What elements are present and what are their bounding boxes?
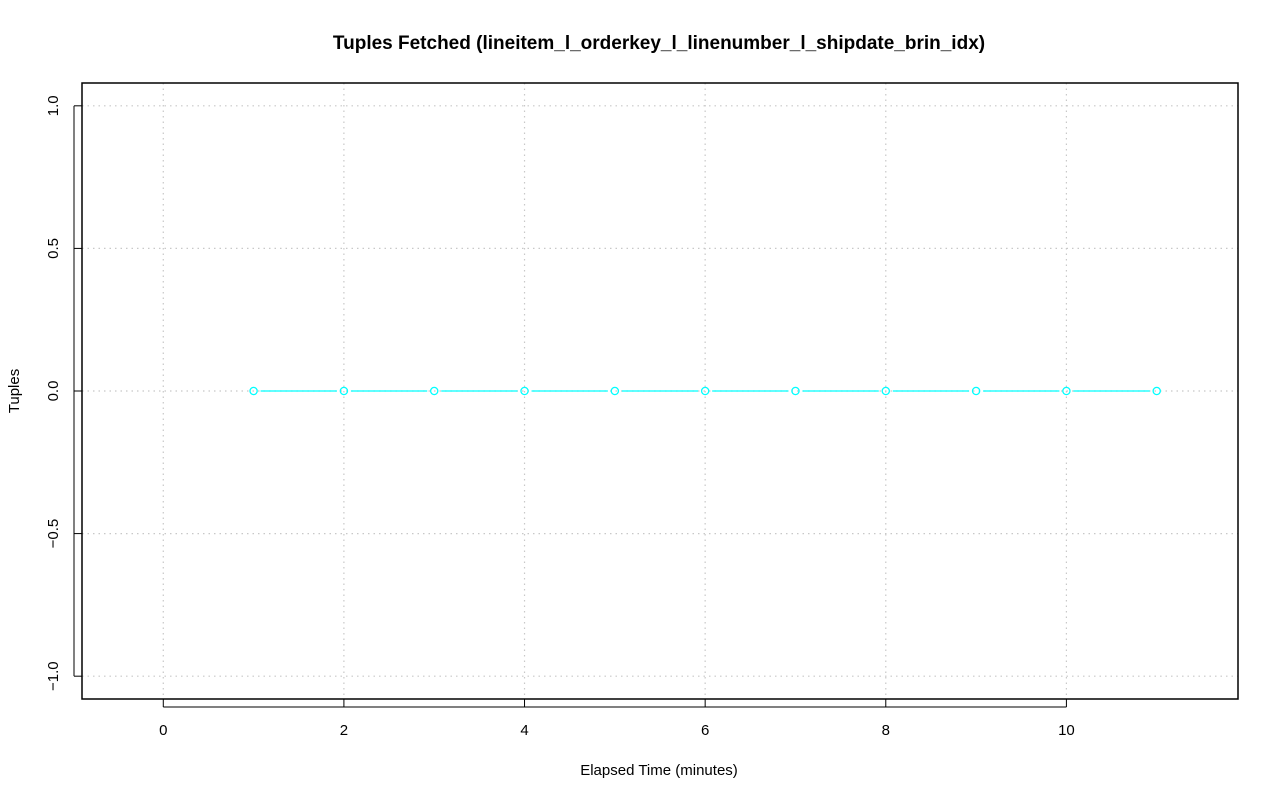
y-axis: −1.0 −0.5 0.0 0.5 1.0	[45, 95, 82, 691]
x-tick-label: 2	[340, 722, 348, 739]
x-tick-label: 6	[701, 722, 709, 739]
x-tick-label: 4	[520, 722, 528, 739]
y-tick-label: −1.0	[45, 661, 62, 691]
data-point	[971, 386, 981, 396]
data-point	[1062, 386, 1071, 396]
data-point	[881, 386, 891, 396]
data-point	[1152, 386, 1161, 396]
data-point	[610, 386, 620, 396]
y-tick-label: −0.5	[45, 519, 62, 549]
x-tick-label: 10	[1058, 722, 1075, 739]
data-point	[249, 386, 258, 396]
y-tick-label: 0.5	[45, 238, 62, 259]
data-point	[339, 386, 349, 396]
data-point	[791, 386, 800, 396]
x-axis-label: Elapsed Time (minutes)	[580, 762, 738, 779]
chart-title: Tuples Fetched (lineitem_l_orderkey_l_li…	[333, 33, 985, 54]
x-axis: 0 2 4 6 8 10	[159, 699, 1075, 739]
data-point	[520, 386, 529, 396]
y-axis-label: Tuples	[6, 369, 23, 413]
y-tick-label: 0.0	[45, 381, 62, 402]
x-tick-label: 8	[882, 722, 890, 739]
data-point	[700, 386, 710, 396]
series-layer	[249, 386, 1161, 396]
data-point	[429, 386, 439, 396]
x-tick-label: 0	[159, 722, 167, 739]
y-tick-label: 1.0	[45, 95, 62, 116]
